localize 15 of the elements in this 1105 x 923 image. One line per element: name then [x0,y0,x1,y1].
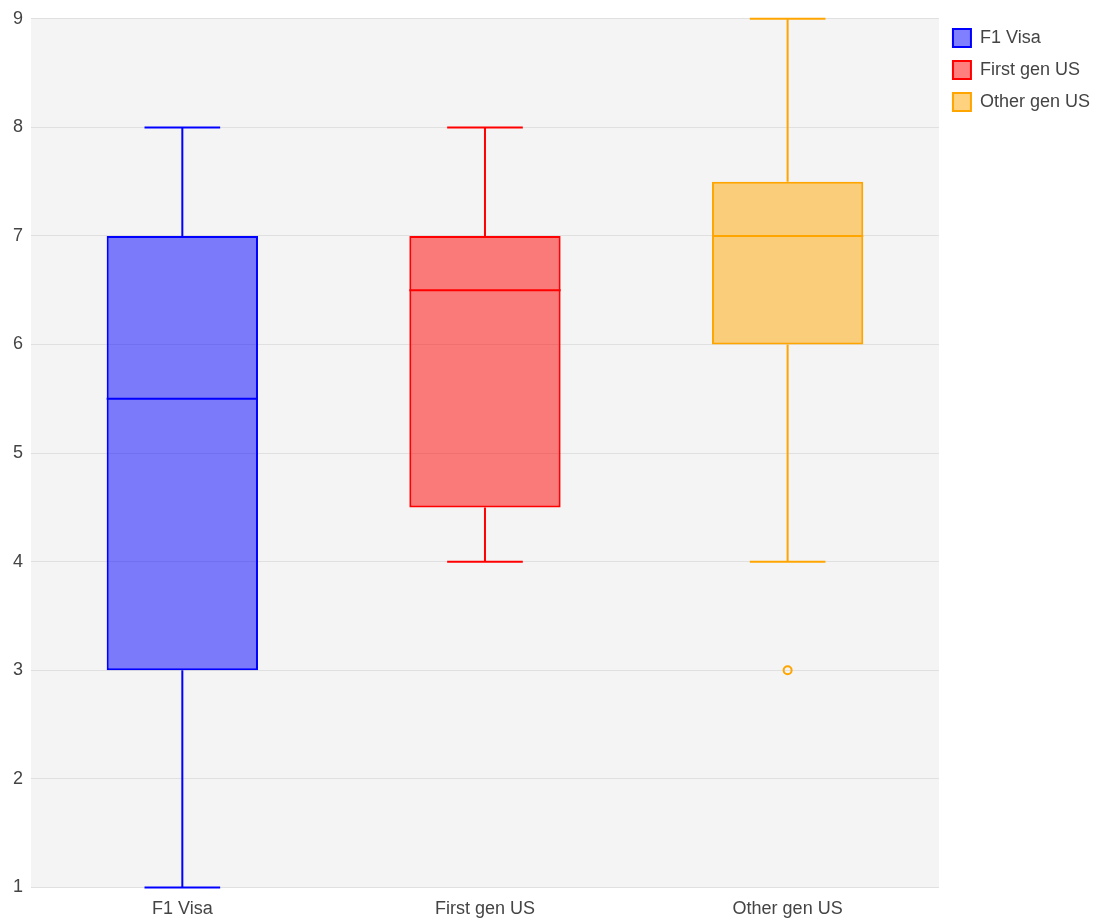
y-tick-label: 7 [13,224,24,245]
x-tick-label: First gen US [434,898,535,919]
y-tick-label: 9 [13,7,24,28]
legend-label: F1 Visa [979,26,1042,47]
y-tick-label: 5 [13,442,24,463]
legend-label: First gen US [979,58,1080,79]
x-tick-label: Other gen US [732,898,843,919]
y-tick-label: 4 [13,550,24,571]
x-tick-label: F1 Visa [151,898,214,919]
y-tick-label: 1 [13,876,24,897]
y-tick-label: 6 [13,333,24,354]
legend-label: Other gen US [979,90,1091,111]
y-tick-label: 3 [13,659,24,680]
y-tick-label: 2 [13,767,24,788]
y-tick-label: 8 [13,116,24,137]
